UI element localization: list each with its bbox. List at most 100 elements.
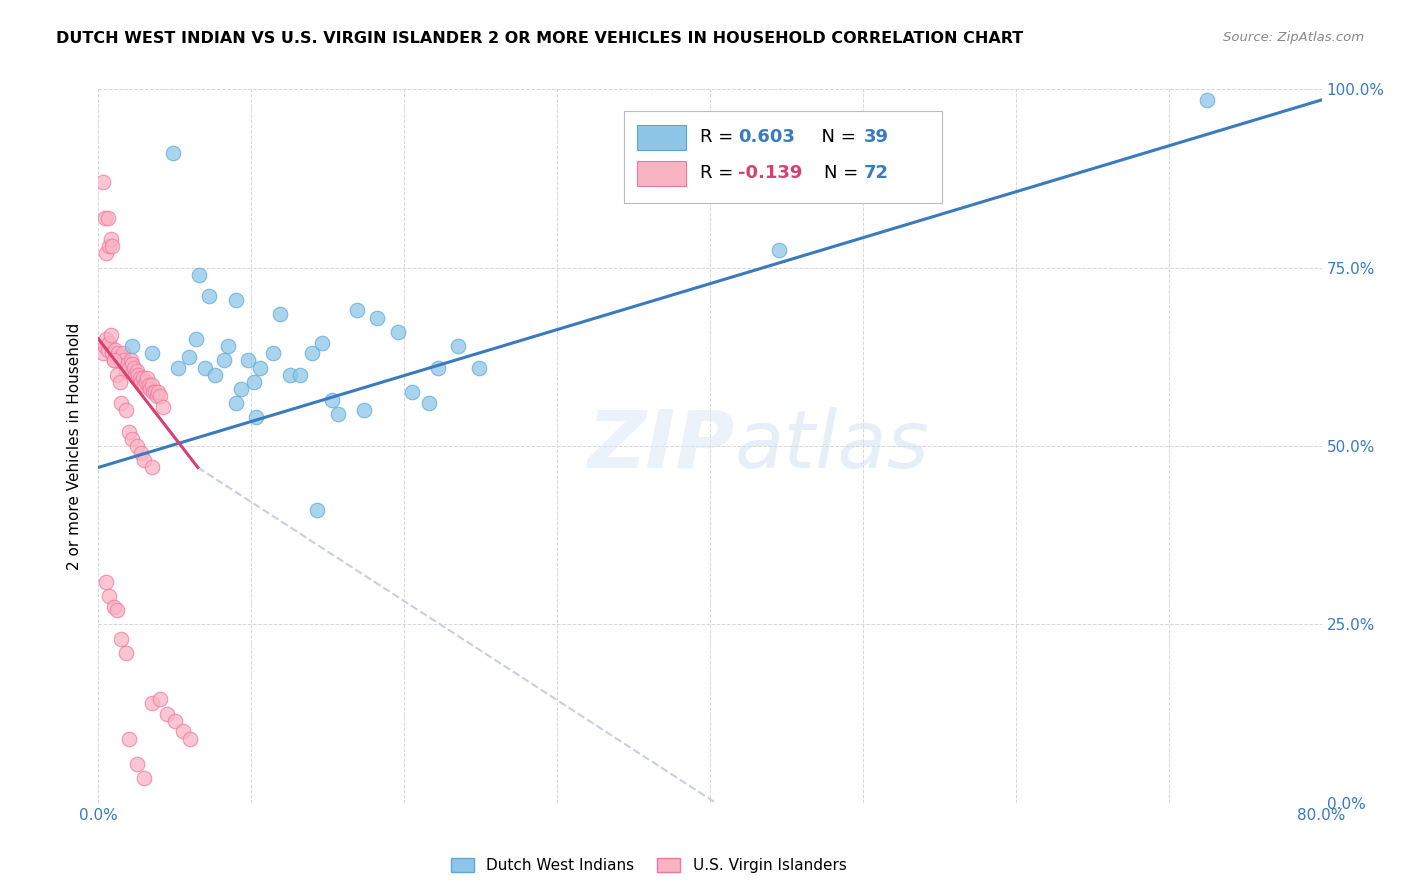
Point xyxy=(110,350,132,364)
Point xyxy=(167,360,190,375)
Point xyxy=(110,632,132,646)
Point xyxy=(290,368,312,382)
Text: -0.139: -0.139 xyxy=(738,164,803,182)
Point xyxy=(128,371,150,385)
Point xyxy=(197,289,219,303)
Text: 0.603: 0.603 xyxy=(738,128,794,146)
Point xyxy=(468,360,491,375)
Point xyxy=(229,382,252,396)
Text: Source: ZipAtlas.com: Source: ZipAtlas.com xyxy=(1223,31,1364,45)
Point xyxy=(139,382,162,396)
Point xyxy=(115,364,138,378)
Point xyxy=(142,385,165,400)
Point xyxy=(162,146,184,161)
Point xyxy=(1195,93,1218,107)
Point xyxy=(101,239,124,253)
Point xyxy=(768,243,790,257)
Text: 39: 39 xyxy=(865,128,889,146)
Point xyxy=(121,357,143,371)
Point xyxy=(156,706,179,721)
Point xyxy=(91,175,114,189)
Text: ZIP: ZIP xyxy=(588,407,734,485)
Point xyxy=(107,346,129,360)
Point xyxy=(426,360,449,375)
Point xyxy=(143,385,166,400)
Point xyxy=(163,714,186,728)
Point xyxy=(118,425,141,439)
Point xyxy=(125,364,148,378)
Point xyxy=(104,343,127,357)
Point xyxy=(249,360,271,375)
Point xyxy=(346,303,368,318)
Point xyxy=(121,432,143,446)
Point xyxy=(127,368,149,382)
FancyBboxPatch shape xyxy=(637,161,686,186)
Point xyxy=(135,375,157,389)
Point xyxy=(121,339,143,353)
Point xyxy=(418,396,440,410)
Point xyxy=(141,378,163,392)
Point xyxy=(146,385,169,400)
Point xyxy=(111,346,134,360)
Point xyxy=(145,389,167,403)
Text: R =: R = xyxy=(700,128,740,146)
Legend: Dutch West Indians, U.S. Virgin Islanders: Dutch West Indians, U.S. Virgin Islander… xyxy=(444,850,853,880)
Point xyxy=(243,375,266,389)
Point xyxy=(245,410,267,425)
Point xyxy=(108,375,131,389)
Point xyxy=(262,346,284,360)
Point xyxy=(401,385,423,400)
Point xyxy=(278,368,301,382)
Point xyxy=(134,453,156,467)
Point xyxy=(172,724,194,739)
Text: R =: R = xyxy=(700,164,740,182)
Point xyxy=(97,343,120,357)
Point xyxy=(269,307,291,321)
Point xyxy=(301,346,323,360)
Point xyxy=(387,325,409,339)
Text: N =: N = xyxy=(810,128,862,146)
Text: N =: N = xyxy=(824,164,863,182)
Point xyxy=(98,335,121,350)
Point xyxy=(93,339,115,353)
Point xyxy=(238,353,260,368)
Point xyxy=(141,696,163,710)
Point xyxy=(98,589,121,603)
Point xyxy=(188,268,211,282)
Point xyxy=(149,692,172,706)
Point xyxy=(105,368,128,382)
Point xyxy=(103,353,125,368)
Point xyxy=(101,346,124,360)
Point xyxy=(212,353,235,368)
Point xyxy=(136,371,159,385)
Point xyxy=(129,375,152,389)
Point xyxy=(100,328,122,343)
Point xyxy=(108,353,131,368)
Point xyxy=(94,246,117,260)
Point xyxy=(110,396,132,410)
Point xyxy=(91,346,114,360)
Point xyxy=(124,368,146,382)
Point xyxy=(217,339,239,353)
Point xyxy=(122,360,145,375)
Point xyxy=(118,731,141,746)
Point xyxy=(97,211,120,225)
Point xyxy=(120,353,142,368)
Point xyxy=(94,574,117,589)
Point xyxy=(311,335,333,350)
Point xyxy=(103,599,125,614)
Text: DUTCH WEST INDIAN VS U.S. VIRGIN ISLANDER 2 OR MORE VEHICLES IN HOUSEHOLD CORREL: DUTCH WEST INDIAN VS U.S. VIRGIN ISLANDE… xyxy=(56,31,1024,46)
Point xyxy=(321,392,343,407)
Point xyxy=(447,339,470,353)
Point xyxy=(103,353,125,368)
Point xyxy=(194,360,217,375)
Point xyxy=(132,371,155,385)
Point xyxy=(125,756,148,771)
Point xyxy=(152,400,174,414)
Y-axis label: 2 or more Vehicles in Household: 2 or more Vehicles in Household xyxy=(67,322,83,570)
Point xyxy=(138,378,160,392)
Point xyxy=(134,771,156,785)
Point xyxy=(328,407,350,421)
Point xyxy=(100,232,122,246)
Text: 72: 72 xyxy=(865,164,889,182)
